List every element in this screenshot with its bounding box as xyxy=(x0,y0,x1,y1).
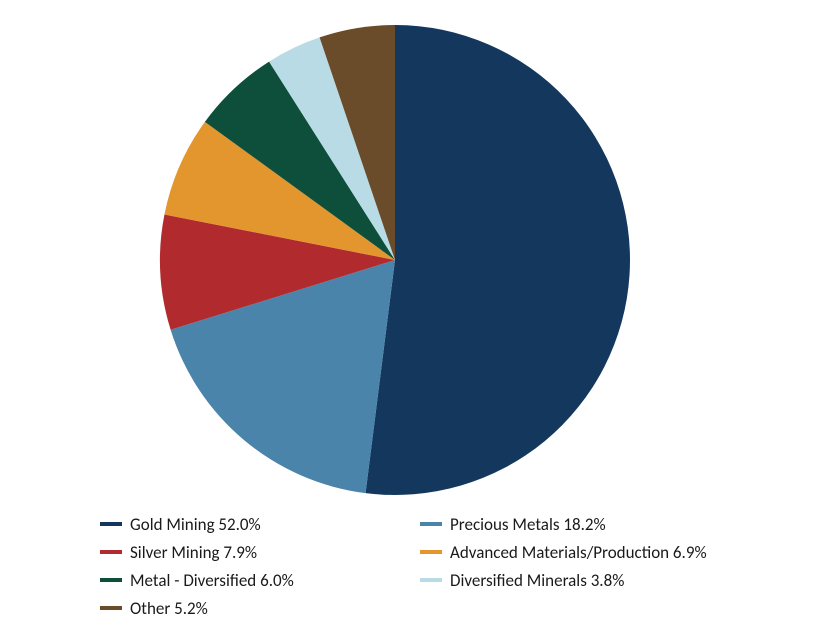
legend-label: Other 5.2% xyxy=(130,598,208,619)
legend-label: Metal - Diversified 6.0% xyxy=(130,570,294,591)
legend-item: Silver Mining 7.9% xyxy=(100,538,420,566)
pie-chart-canvas xyxy=(0,0,840,500)
legend-label: Diversified Minerals 3.8% xyxy=(450,570,624,591)
legend-item: Gold Mining 52.0% xyxy=(100,510,420,538)
legend-swatch xyxy=(420,522,442,526)
legend-label: Advanced Materials/Production 6.9% xyxy=(450,542,707,563)
legend: Gold Mining 52.0% Precious Metals 18.2% Si… xyxy=(100,510,740,622)
legend-item: Other 5.2% xyxy=(100,594,420,622)
pie-chart-container: Gold Mining 52.0% Precious Metals 18.2% Si… xyxy=(0,0,840,636)
legend-swatch xyxy=(420,550,442,554)
legend-swatch xyxy=(100,550,122,554)
legend-swatch xyxy=(100,578,122,582)
legend-item: Precious Metals 18.2% xyxy=(420,510,740,538)
legend-label: Silver Mining 7.9% xyxy=(130,542,257,563)
legend-swatch xyxy=(100,606,122,610)
legend-swatch xyxy=(100,522,122,526)
pie-svg xyxy=(0,0,840,500)
legend-item: Metal - Diversified 6.0% xyxy=(100,566,420,594)
legend-label: Gold Mining 52.0% xyxy=(130,514,261,535)
pie-slice xyxy=(366,25,630,495)
legend-item: Advanced Materials/Production 6.9% xyxy=(420,538,740,566)
legend-item: Diversified Minerals 3.8% xyxy=(420,566,740,594)
legend-label: Precious Metals 18.2% xyxy=(450,514,606,535)
legend-swatch xyxy=(420,578,442,582)
